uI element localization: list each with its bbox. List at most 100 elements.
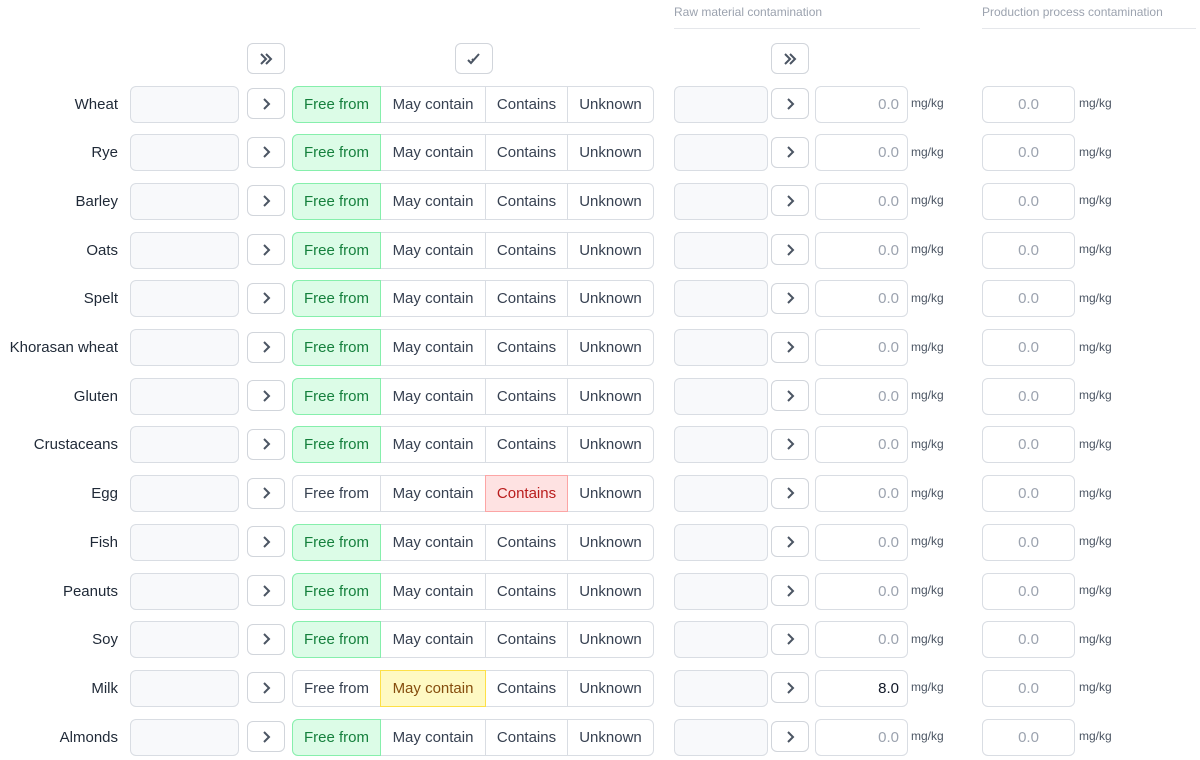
note-field[interactable]: [130, 475, 239, 513]
status-option[interactable]: Free from: [292, 426, 381, 464]
note-field[interactable]: [130, 426, 239, 464]
status-option[interactable]: Contains: [485, 426, 568, 464]
raw-source-field[interactable]: [674, 377, 768, 415]
apply-button[interactable]: [247, 623, 285, 655]
raw-apply-button[interactable]: [771, 136, 809, 168]
status-option[interactable]: Unknown: [567, 182, 654, 220]
apply-button[interactable]: [247, 575, 285, 606]
production-amount-input[interactable]: 0.0: [982, 621, 1075, 659]
raw-amount-input[interactable]: 0.0: [815, 182, 908, 220]
raw-source-field[interactable]: [674, 329, 768, 366]
production-amount-input[interactable]: 0.0: [982, 523, 1075, 561]
production-amount-input[interactable]: 0.0: [982, 134, 1075, 172]
raw-apply-button[interactable]: [771, 88, 809, 119]
apply-button[interactable]: [247, 331, 285, 363]
note-field[interactable]: [130, 182, 239, 220]
status-option[interactable]: May contain: [380, 475, 486, 513]
production-amount-input[interactable]: 0.0: [982, 669, 1075, 707]
raw-amount-input[interactable]: 0.0: [815, 231, 908, 269]
apply-button[interactable]: [247, 380, 285, 412]
raw-amount-input[interactable]: 0.0: [815, 523, 908, 561]
production-amount-input[interactable]: 0.0: [982, 280, 1075, 318]
note-field[interactable]: [130, 572, 239, 610]
status-option[interactable]: Free from: [292, 85, 381, 123]
status-option[interactable]: Contains: [485, 523, 568, 561]
apply-button[interactable]: [247, 185, 285, 217]
status-option[interactable]: Contains: [485, 718, 568, 756]
apply-button[interactable]: [247, 88, 285, 119]
raw-apply-button[interactable]: [771, 575, 809, 606]
check-all-button[interactable]: [455, 43, 493, 74]
status-option[interactable]: Unknown: [567, 475, 654, 513]
status-option[interactable]: Free from: [292, 572, 381, 610]
note-field[interactable]: [130, 621, 239, 659]
status-option[interactable]: Unknown: [567, 669, 654, 707]
raw-apply-button[interactable]: [771, 331, 809, 363]
production-amount-input[interactable]: 0.0: [982, 85, 1075, 123]
raw-apply-button[interactable]: [771, 282, 809, 314]
note-field[interactable]: [130, 134, 239, 172]
production-amount-input[interactable]: 0.0: [982, 426, 1075, 464]
production-amount-input[interactable]: 0.0: [982, 377, 1075, 415]
status-option[interactable]: Contains: [485, 182, 568, 220]
status-option[interactable]: Contains: [485, 669, 568, 707]
production-amount-input[interactable]: 0.0: [982, 231, 1075, 269]
status-option[interactable]: Unknown: [567, 621, 654, 659]
status-option[interactable]: Free from: [292, 280, 381, 318]
status-option[interactable]: May contain: [380, 669, 486, 707]
status-option[interactable]: Contains: [485, 621, 568, 659]
copy-all-raw-button[interactable]: [771, 43, 809, 74]
status-option[interactable]: May contain: [380, 85, 486, 123]
raw-apply-button[interactable]: [771, 477, 809, 509]
status-option[interactable]: May contain: [380, 280, 486, 318]
status-option[interactable]: May contain: [380, 134, 486, 172]
raw-source-field[interactable]: [674, 523, 768, 561]
status-option[interactable]: Free from: [292, 621, 381, 659]
status-option[interactable]: Free from: [292, 231, 381, 269]
raw-source-field[interactable]: [674, 426, 768, 464]
raw-source-field[interactable]: [674, 475, 768, 513]
note-field[interactable]: [130, 718, 239, 756]
raw-apply-button[interactable]: [771, 428, 809, 460]
copy-all-button[interactable]: [247, 43, 285, 74]
note-field[interactable]: [130, 85, 239, 123]
raw-apply-button[interactable]: [771, 234, 809, 266]
raw-source-field[interactable]: [674, 669, 768, 707]
raw-source-field[interactable]: [674, 718, 768, 756]
status-option[interactable]: Contains: [485, 572, 568, 610]
apply-button[interactable]: [247, 477, 285, 509]
status-option[interactable]: Free from: [292, 134, 381, 172]
status-option[interactable]: May contain: [380, 182, 486, 220]
status-option[interactable]: Contains: [485, 329, 568, 366]
production-amount-input[interactable]: 0.0: [982, 182, 1075, 220]
apply-button[interactable]: [247, 672, 285, 704]
raw-amount-input[interactable]: 0.0: [815, 572, 908, 610]
raw-apply-button[interactable]: [771, 672, 809, 704]
status-option[interactable]: May contain: [380, 572, 486, 610]
raw-apply-button[interactable]: [771, 623, 809, 655]
production-amount-input[interactable]: 0.0: [982, 572, 1075, 610]
apply-button[interactable]: [247, 721, 285, 753]
status-option[interactable]: Unknown: [567, 329, 654, 366]
raw-apply-button[interactable]: [771, 185, 809, 217]
status-option[interactable]: Contains: [485, 85, 568, 123]
note-field[interactable]: [130, 523, 239, 561]
status-option[interactable]: May contain: [380, 426, 486, 464]
status-option[interactable]: Unknown: [567, 426, 654, 464]
production-amount-input[interactable]: 0.0: [982, 718, 1075, 756]
raw-amount-input[interactable]: 0.0: [815, 621, 908, 659]
status-option[interactable]: May contain: [380, 377, 486, 415]
raw-source-field[interactable]: [674, 572, 768, 610]
raw-apply-button[interactable]: [771, 721, 809, 753]
note-field[interactable]: [130, 669, 239, 707]
raw-source-field[interactable]: [674, 621, 768, 659]
apply-button[interactable]: [247, 282, 285, 314]
status-option[interactable]: Contains: [485, 231, 568, 269]
status-option[interactable]: Contains: [485, 280, 568, 318]
status-option[interactable]: Free from: [292, 377, 381, 415]
note-field[interactable]: [130, 377, 239, 415]
apply-button[interactable]: [247, 136, 285, 168]
status-option[interactable]: Unknown: [567, 377, 654, 415]
status-option[interactable]: Unknown: [567, 523, 654, 561]
note-field[interactable]: [130, 329, 239, 366]
